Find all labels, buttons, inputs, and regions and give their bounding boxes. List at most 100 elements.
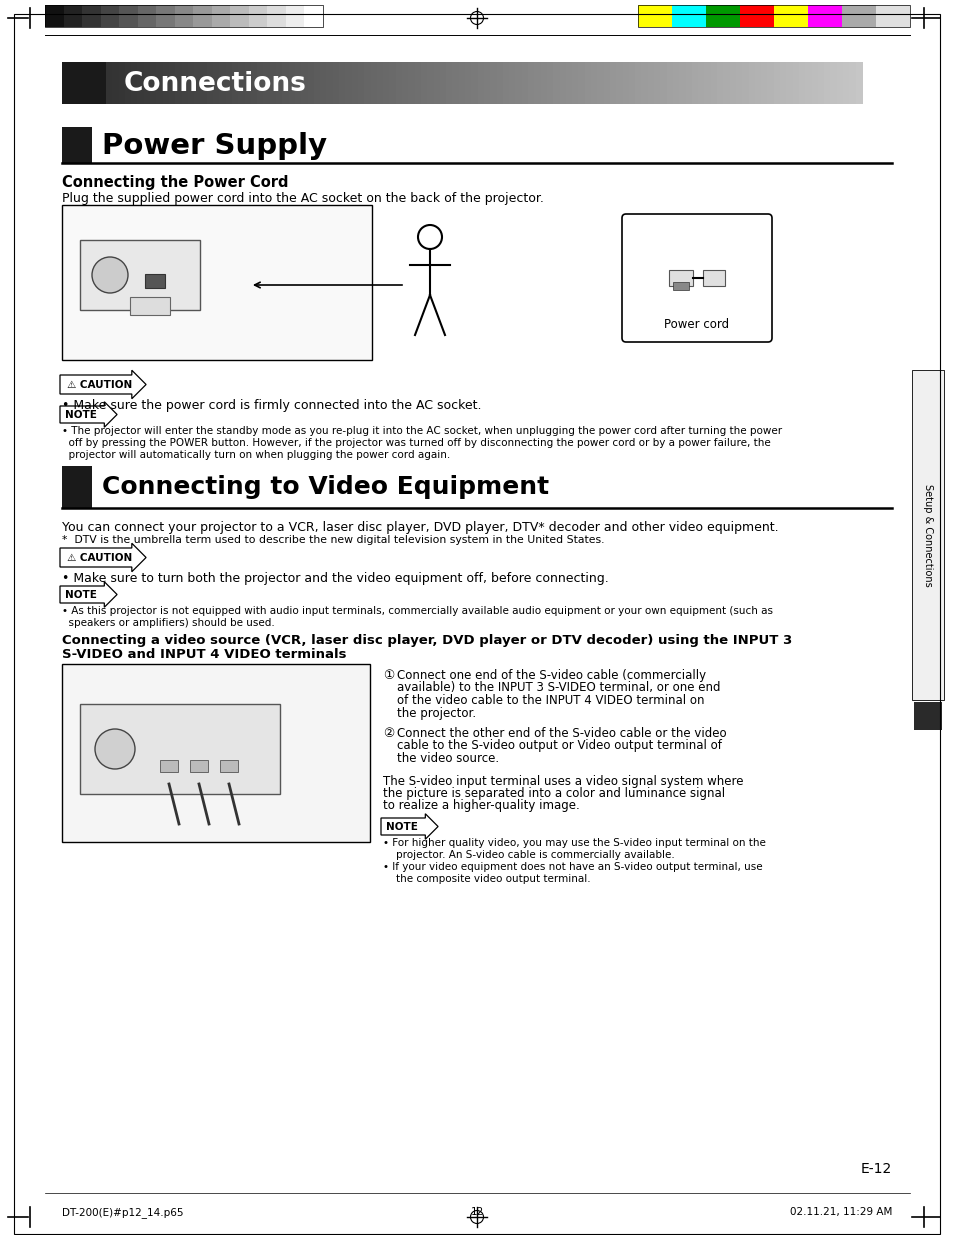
FancyBboxPatch shape: [621, 214, 771, 342]
Bar: [754, 62, 761, 104]
FancyBboxPatch shape: [60, 543, 146, 572]
Bar: [383, 62, 390, 104]
Bar: [647, 62, 654, 104]
Bar: [773, 5, 807, 27]
Bar: [458, 62, 465, 104]
Text: the picture is separated into a color and luminance signal: the picture is separated into a color an…: [382, 787, 724, 800]
Text: of the video cable to the INPUT 4 VIDEO terminal on: of the video cable to the INPUT 4 VIDEO …: [396, 694, 703, 706]
Bar: [710, 62, 718, 104]
Bar: [257, 62, 264, 104]
Text: available) to the INPUT 3 S-VIDEO terminal, or one end: available) to the INPUT 3 S-VIDEO termin…: [396, 682, 720, 694]
Text: the projector.: the projector.: [396, 706, 476, 720]
Bar: [691, 62, 699, 104]
Bar: [799, 62, 805, 104]
Text: • Make sure the power cord is firmly connected into the AC socket.: • Make sure the power cord is firmly con…: [62, 399, 481, 412]
Bar: [679, 62, 685, 104]
Text: You can connect your projector to a VCR, laser disc player, DVD player, DTV* dec: You can connect your projector to a VCR,…: [62, 521, 778, 534]
Bar: [638, 5, 671, 27]
Bar: [230, 5, 249, 27]
Bar: [855, 62, 862, 104]
Bar: [408, 62, 416, 104]
Bar: [439, 62, 447, 104]
Bar: [301, 62, 308, 104]
Bar: [401, 62, 409, 104]
Bar: [314, 62, 320, 104]
Bar: [578, 62, 585, 104]
Bar: [395, 62, 402, 104]
Text: Power cord: Power cord: [663, 317, 729, 331]
Bar: [668, 270, 692, 287]
Text: ②: ②: [382, 727, 394, 740]
Bar: [238, 62, 245, 104]
Text: the video source.: the video source.: [396, 752, 498, 764]
Text: off by pressing the POWER button. However, if the projector was turned off by di: off by pressing the POWER button. Howeve…: [62, 438, 770, 448]
Bar: [175, 62, 182, 104]
Text: ①: ①: [382, 669, 394, 682]
Bar: [671, 5, 705, 27]
Bar: [497, 62, 503, 104]
Bar: [911, 370, 943, 700]
Text: 02.11.21, 11:29 AM: 02.11.21, 11:29 AM: [789, 1207, 891, 1216]
Bar: [220, 760, 237, 772]
Bar: [465, 62, 472, 104]
Text: S-VIDEO and INPUT 4 VIDEO terminals: S-VIDEO and INPUT 4 VIDEO terminals: [62, 648, 346, 661]
Bar: [118, 62, 126, 104]
Text: ⚠ CAUTION: ⚠ CAUTION: [67, 552, 132, 562]
Bar: [509, 62, 516, 104]
Bar: [875, 5, 909, 27]
Text: • Make sure to turn both the projector and the video equipment off, before conne: • Make sure to turn both the projector a…: [62, 572, 608, 585]
Bar: [389, 62, 396, 104]
Bar: [515, 62, 522, 104]
Bar: [735, 62, 742, 104]
Bar: [357, 62, 365, 104]
Bar: [415, 62, 421, 104]
Bar: [80, 704, 280, 794]
Bar: [289, 62, 295, 104]
Bar: [160, 760, 178, 772]
Bar: [748, 62, 755, 104]
Bar: [659, 62, 667, 104]
Text: DT-200(E)#p12_14.p65: DT-200(E)#p12_14.p65: [62, 1207, 183, 1218]
Bar: [823, 62, 830, 104]
Text: to realize a higher-quality image.: to realize a higher-quality image.: [382, 799, 579, 813]
Bar: [785, 62, 793, 104]
Bar: [251, 62, 257, 104]
Bar: [194, 62, 201, 104]
Bar: [534, 62, 541, 104]
Bar: [156, 62, 163, 104]
Text: Connecting a video source (VCR, laser disc player, DVD player or DTV decoder) us: Connecting a video source (VCR, laser di…: [62, 634, 791, 647]
Bar: [635, 62, 641, 104]
Bar: [559, 62, 566, 104]
Bar: [792, 62, 799, 104]
Bar: [145, 274, 165, 288]
Text: • If your video equipment does not have an S-video output terminal, use: • If your video equipment does not have …: [382, 862, 761, 872]
Bar: [338, 62, 346, 104]
Text: ⚠ CAUTION: ⚠ CAUTION: [67, 379, 132, 389]
Bar: [213, 62, 220, 104]
Circle shape: [95, 729, 135, 769]
Bar: [741, 62, 749, 104]
Bar: [267, 5, 286, 27]
Bar: [760, 62, 767, 104]
Bar: [144, 62, 151, 104]
Text: projector. An S-video cable is commercially available.: projector. An S-video cable is commercia…: [382, 850, 674, 860]
Bar: [226, 62, 233, 104]
Text: NOTE: NOTE: [65, 589, 97, 599]
Bar: [364, 62, 371, 104]
Text: • As this projector is not equipped with audio input terminals, commercially ava: • As this projector is not equipped with…: [62, 606, 772, 616]
Bar: [672, 62, 679, 104]
Bar: [282, 62, 289, 104]
Bar: [130, 296, 170, 315]
Bar: [705, 5, 740, 27]
Bar: [200, 62, 208, 104]
Bar: [106, 62, 113, 104]
Bar: [830, 62, 837, 104]
Bar: [597, 62, 604, 104]
Text: Connections: Connections: [124, 70, 307, 98]
Text: speakers or amplifiers) should be used.: speakers or amplifiers) should be used.: [62, 618, 274, 629]
FancyBboxPatch shape: [60, 401, 117, 427]
Bar: [132, 62, 138, 104]
Bar: [219, 62, 226, 104]
Bar: [640, 62, 648, 104]
Bar: [370, 62, 377, 104]
